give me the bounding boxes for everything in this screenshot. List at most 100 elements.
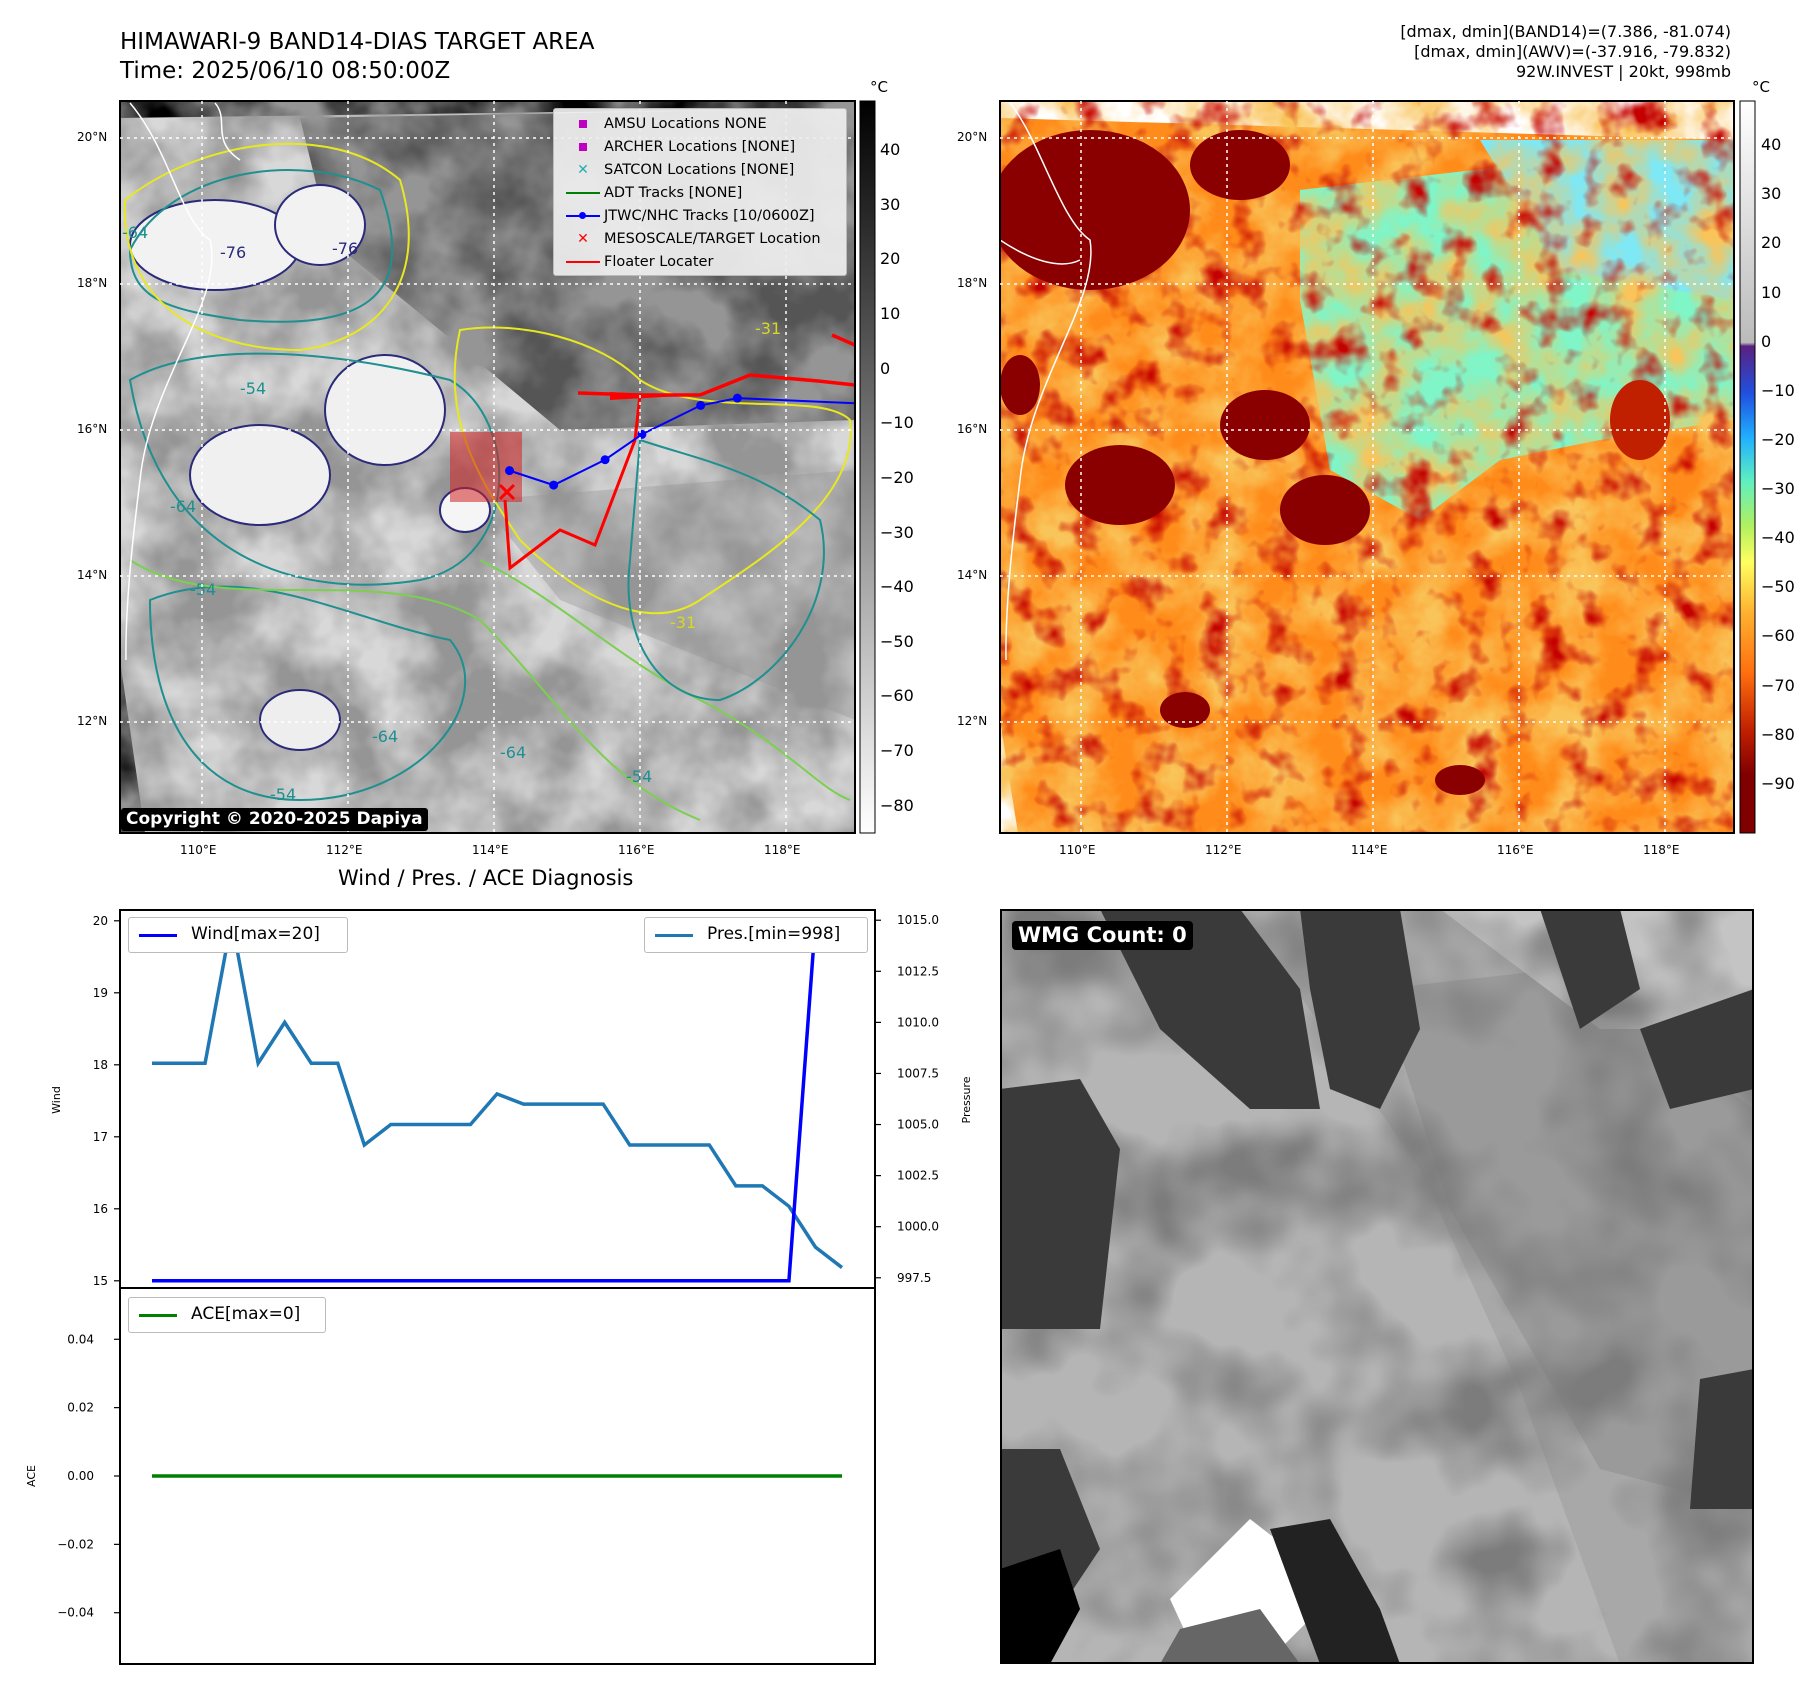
contour-label: -54	[240, 379, 266, 398]
wind-axis-label: Wind	[50, 1086, 63, 1114]
contour-label: -64	[122, 223, 148, 242]
line-marker-icon	[566, 191, 600, 194]
lon-label: 114°E	[1351, 843, 1388, 857]
right-map-frame	[999, 100, 1735, 834]
legend-item-adt: ADT Tracks [NONE]	[562, 181, 742, 204]
contour-label: -54	[626, 767, 652, 786]
lat-label: 16°N	[77, 422, 108, 436]
lat-label: 14°N	[957, 568, 988, 582]
right-map-image	[1000, 101, 1734, 833]
line-marker-icon	[139, 934, 177, 937]
pressure-tick-label: 997.5	[897, 1271, 931, 1285]
pressure-tick-label: 1012.5	[897, 964, 939, 978]
left-colorbar	[859, 100, 876, 834]
colorbar-tick-label: −70	[1761, 675, 1795, 695]
lon-label: 110°E	[1059, 843, 1096, 857]
pressure-series-line	[152, 919, 844, 1269]
lon-label: 112°E	[1205, 843, 1242, 857]
colorbar-tick-label: 20	[880, 249, 901, 269]
pressure-tick-label: 1002.5	[897, 1169, 939, 1183]
lat-label: 16°N	[957, 422, 988, 436]
wmg-image	[1000, 909, 1754, 1664]
ace-tick-label: −0.02	[57, 1537, 94, 1551]
figure-title: HIMAWARI-9 BAND14-DIAS TARGET AREA	[120, 29, 595, 55]
wind-legend: Wind[max=20]	[128, 917, 348, 953]
wind-pressure-axes	[119, 909, 876, 1289]
lat-label: 20°N	[77, 130, 108, 144]
diagnosis-chart: 20 19 18 17 16 15 1015.0 1012.5 1010.0 1007.5 100…	[25, 909, 973, 1665]
storm-info: 92W.INVEST | 20kt, 998mb	[1515, 62, 1731, 81]
ace-legend-label: ACE[max=0]	[191, 1304, 301, 1324]
floater-arrow	[610, 392, 680, 400]
jtwc-track-point	[637, 429, 647, 439]
legend-item-satcon: ✕ SATCON Locations [NONE]	[562, 158, 794, 181]
jtwc-track-point	[696, 400, 706, 410]
jtwc-track-point	[549, 480, 559, 490]
contour-label: -64	[500, 743, 526, 762]
colorbar-tick-label: −20	[1761, 429, 1795, 449]
colorbar-tick-label: −50	[880, 631, 914, 651]
colorbar-tick-label: −50	[1761, 577, 1795, 597]
colorbar-tick-label: −40	[880, 577, 914, 597]
floater-line	[503, 394, 642, 571]
pressure-tick-label: 1005.0	[897, 1118, 939, 1132]
lon-label: 110°E	[180, 843, 217, 857]
wind-tick-label: 18	[93, 1058, 108, 1072]
right-map-gridlines	[1000, 101, 1734, 833]
wind-tick-label: 19	[93, 986, 108, 1000]
colorbar-tick-label: −80	[1761, 724, 1795, 744]
wind-tick-label: 20	[93, 914, 108, 928]
legend-item-mesoscale: ✕ MESOSCALE/TARGET Location	[562, 227, 820, 250]
colorbar-tick-label: −70	[880, 741, 914, 761]
colorbar-tick-label: −90	[1761, 773, 1795, 793]
legend-item-jtwc: JTWC/NHC Tracks [10/0600Z]	[562, 204, 815, 227]
colorbar-tick-label: 30	[1761, 184, 1782, 204]
pressure-legend-label: Pres.[min=998]	[707, 924, 841, 944]
pressure-axis-label: Pressure	[960, 1076, 973, 1123]
contour-label: -54	[190, 580, 216, 599]
x-marker-icon: ✕	[577, 230, 589, 247]
legend-label: Floater Locater	[604, 253, 714, 270]
lon-label: 116°E	[1497, 843, 1534, 857]
pressure-tick-label: 1000.0	[897, 1220, 939, 1234]
lat-label: 12°N	[957, 714, 988, 728]
colorbar-tick-label: 20	[1761, 233, 1782, 253]
colorbar-tick-label: 10	[1761, 282, 1782, 302]
colorbar-unit: °C	[870, 78, 888, 96]
target-marker	[498, 483, 516, 501]
pressure-tick-label: 1010.0	[897, 1015, 939, 1029]
ace-tick-label: −0.04	[57, 1606, 94, 1620]
ace-axis-label: ACE	[25, 1465, 38, 1487]
colorbar-tick-label: 40	[1761, 135, 1782, 155]
jtwc-track-point	[732, 393, 742, 403]
contour-label: -64	[372, 727, 398, 746]
ace-tick-label: 0.04	[67, 1332, 94, 1346]
stats-band14: [dmax, dmin](BAND14)=(7.386, -81.074)	[1400, 22, 1731, 41]
colorbar-tick-label: 0	[1761, 331, 1772, 351]
wind-legend-label: Wind[max=20]	[191, 924, 320, 944]
contour-label: -76	[220, 243, 246, 262]
pressure-tick-label: 1007.5	[897, 1066, 939, 1080]
pressure-legend: Pres.[min=998]	[644, 917, 868, 953]
lon-label: 118°E	[764, 843, 801, 857]
colorbar-tick-label: −80	[880, 795, 914, 815]
ace-tick-label: 0.00	[67, 1469, 94, 1483]
wmg-frame	[1000, 909, 1754, 1664]
contour-label: -64	[170, 497, 196, 516]
ace-tick-label: 0.02	[67, 1401, 94, 1415]
legend-label: SATCON Locations [NONE]	[604, 161, 795, 178]
line-marker-icon	[139, 1314, 177, 1317]
legend-label: AMSU Locations NONE	[604, 115, 767, 132]
wind-series-line	[152, 919, 842, 1283]
contour-label: -54	[270, 785, 296, 804]
wind-tick-label: 16	[93, 1202, 108, 1216]
legend-item-amsu: AMSU Locations NONE	[562, 112, 767, 135]
lat-label: 18°N	[77, 276, 108, 290]
square-marker-icon	[579, 142, 587, 151]
wind-tick-label: 17	[93, 1130, 108, 1144]
copyright-badge: Copyright © 2020-2025 Dapiya	[121, 808, 428, 831]
colorbar-tick-label: 0	[880, 358, 891, 378]
stats-awv: [dmax, dmin](AWV)=(-37.916, -79.832)	[1414, 42, 1731, 61]
lon-label: 114°E	[472, 843, 509, 857]
lat-label: 14°N	[77, 568, 108, 582]
